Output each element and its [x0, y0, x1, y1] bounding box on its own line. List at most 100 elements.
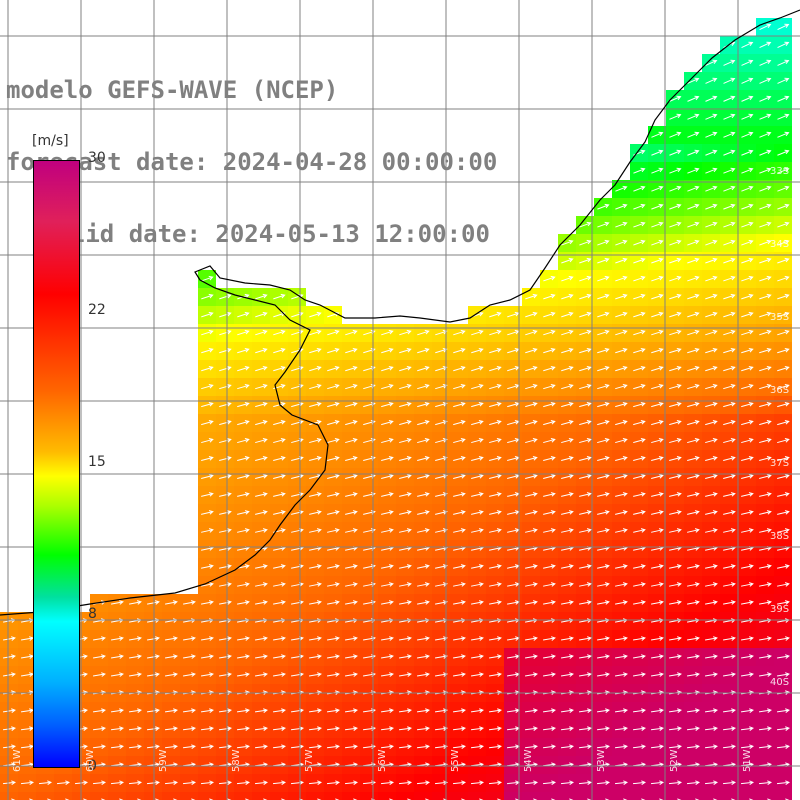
- wind-arrow: [470, 672, 484, 677]
- wind-arrow: [255, 582, 268, 587]
- wind-arrow: [543, 582, 556, 587]
- wind-arrow: [687, 510, 700, 515]
- wind-arrow: [777, 528, 790, 533]
- wind-arrow: [128, 672, 142, 677]
- wind-arrow: [146, 744, 160, 749]
- wind-arrow: [525, 492, 538, 497]
- wind-arrow: [776, 744, 790, 749]
- wind-arrow: [381, 654, 394, 659]
- wind-arrow: [723, 438, 736, 444]
- wind-arrow: [525, 438, 538, 444]
- wind-arrow: [741, 203, 754, 210]
- wind-arrow: [597, 510, 610, 515]
- wind-arrow: [219, 492, 232, 497]
- wind-arrow: [741, 221, 754, 228]
- wind-arrow: [633, 420, 646, 426]
- coastline: [0, 9, 800, 616]
- wind-arrow: [201, 510, 214, 515]
- wind-arrow: [273, 492, 286, 497]
- wind-arrow: [669, 257, 682, 264]
- wind-arrow: [381, 401, 394, 408]
- wind-arrow: [686, 672, 700, 677]
- wind-arrow: [417, 564, 430, 569]
- wind-arrow: [669, 456, 682, 461]
- wind-arrow: [218, 726, 232, 731]
- wind-arrow: [201, 347, 214, 354]
- wind-cell: [738, 792, 756, 800]
- wind-arrow: [597, 293, 610, 300]
- lon-label: 58W: [231, 749, 242, 772]
- wind-arrow: [687, 564, 700, 569]
- wind-arrow: [633, 185, 646, 192]
- wind-arrow: [687, 528, 700, 533]
- wind-arrow: [219, 654, 232, 659]
- wind-arrow: [399, 636, 412, 641]
- wind-arrow: [3, 636, 16, 641]
- wind-arrow: [381, 474, 394, 479]
- wind-arrow: [200, 744, 214, 749]
- wind-arrow: [669, 365, 682, 372]
- wind-arrow: [461, 798, 466, 800]
- wind-arrow: [578, 780, 592, 786]
- wind-arrow: [219, 293, 232, 300]
- wind-arrow: [209, 798, 214, 800]
- wind-arrow: [561, 401, 574, 408]
- wind-arrow: [255, 438, 268, 444]
- wind-arrow: [345, 636, 358, 641]
- wind-cell: [594, 792, 612, 800]
- wind-arrow: [632, 726, 646, 731]
- wind-arrow: [201, 600, 214, 605]
- wind-arrow: [381, 600, 394, 605]
- wind-arrow: [669, 203, 682, 210]
- wind-arrow: [740, 672, 754, 677]
- wind-arrow: [597, 564, 610, 569]
- wind-arrow: [614, 672, 628, 677]
- wind-arrow: [182, 726, 196, 731]
- wind-arrow: [489, 528, 502, 533]
- wind-arrow: [92, 672, 106, 677]
- wind-arrow: [471, 510, 484, 515]
- wind-arrow: [615, 257, 628, 264]
- wind-arrow: [776, 708, 790, 713]
- wind-arrow: [453, 564, 466, 569]
- wind-arrow: [579, 474, 592, 479]
- wind-arrow: [399, 438, 412, 444]
- wind-arrow: [353, 798, 358, 800]
- wind-arrow: [20, 744, 34, 749]
- wind-arrow: [119, 798, 124, 800]
- wind-arrow: [165, 600, 178, 605]
- wind-arrow: [237, 654, 250, 659]
- wind-arrow: [47, 798, 52, 800]
- wind-arrow: [777, 95, 790, 102]
- wind-arrow: [381, 438, 394, 444]
- wind-arrow: [704, 744, 718, 749]
- wind-arrow: [560, 672, 574, 677]
- wind-arrow: [669, 383, 682, 390]
- wind-arrow: [561, 600, 574, 605]
- wind-arrow: [651, 203, 664, 210]
- wind-arrow: [381, 564, 394, 569]
- wind-arrow: [669, 221, 682, 228]
- wind-arrow: [723, 95, 736, 102]
- wind-arrow: [236, 708, 250, 713]
- wind-arrow: [489, 456, 502, 461]
- wind-arrow: [164, 780, 178, 786]
- wind-arrow: [273, 582, 286, 587]
- wind-arrow: [759, 185, 772, 192]
- wind-arrow: [543, 293, 556, 300]
- wind-arrow: [309, 564, 322, 569]
- wind-arrow: [651, 383, 664, 390]
- wind-arrow: [777, 239, 790, 246]
- lat-label: 39S: [770, 604, 790, 615]
- wind-arrow: [327, 383, 340, 390]
- wind-arrow: [687, 185, 700, 192]
- wind-arrow: [471, 582, 484, 587]
- wind-arrow: [669, 95, 682, 102]
- wind-arrow: [327, 438, 340, 444]
- wind-arrow: [705, 293, 718, 300]
- wind-arrow: [579, 257, 592, 264]
- wind-arrow: [236, 672, 250, 677]
- wind-arrow: [381, 329, 394, 336]
- wind-arrow: [236, 780, 250, 786]
- wind-arrow: [651, 275, 664, 282]
